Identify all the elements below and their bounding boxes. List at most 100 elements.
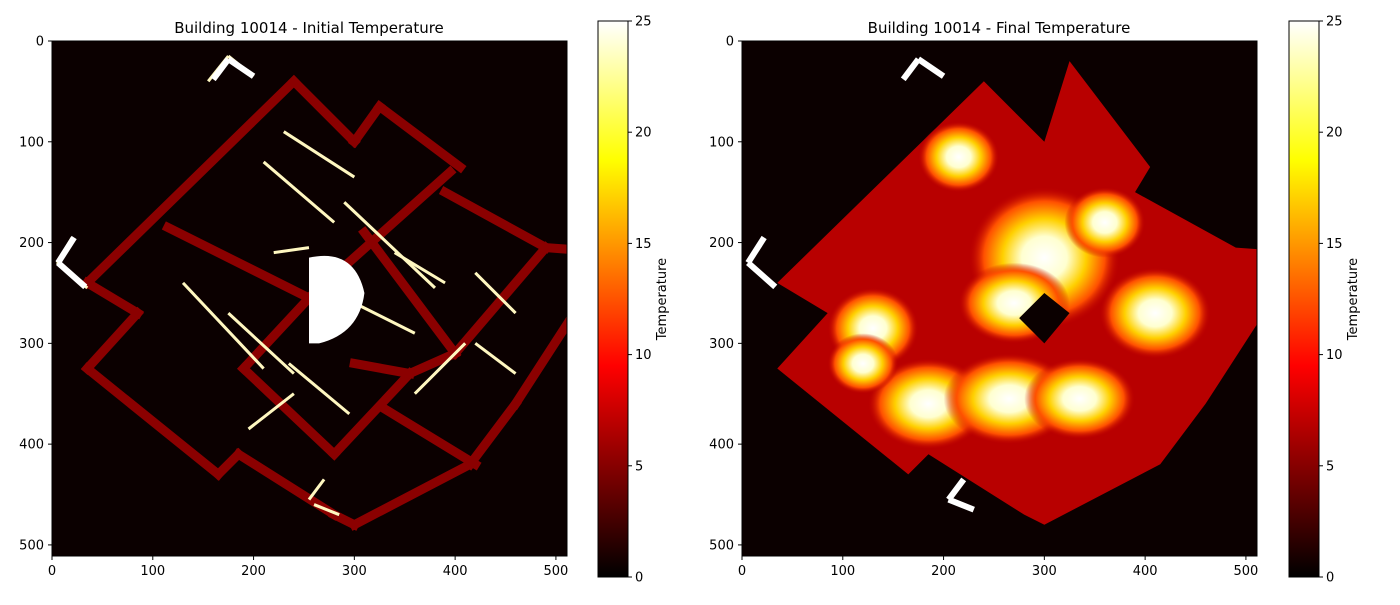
y-tick-label: 300 xyxy=(709,337,734,352)
final-temperature-panel: Building 10014 - Final Temperature 0 100 2… xyxy=(709,15,1361,586)
heat-source xyxy=(946,477,967,502)
heat-source xyxy=(474,271,517,315)
heat-source xyxy=(947,496,975,513)
wall xyxy=(540,242,567,254)
y-tick-label: 500 xyxy=(709,538,734,553)
colorbar-gradient xyxy=(1288,20,1320,578)
x-tick-label: 400 xyxy=(1133,564,1158,579)
colorbar: 0 5 10 15 20 25 Temperature xyxy=(1288,15,1361,586)
y-tick-label: 300 xyxy=(19,337,44,352)
heat-source xyxy=(745,235,767,265)
colorbar-tick-label: 5 xyxy=(635,459,643,474)
axes-frame xyxy=(51,40,568,557)
wall xyxy=(211,447,245,481)
x-tick-label: 500 xyxy=(1233,564,1258,579)
axes-ticks: 0 100 200 300 400 500 0 100 200 300 400 500 xyxy=(19,35,568,580)
heat-source xyxy=(353,301,416,335)
colorbar-tick-label: 20 xyxy=(1326,126,1343,141)
wall xyxy=(448,241,553,360)
heat-source xyxy=(474,342,517,375)
x-tick-label: 100 xyxy=(140,564,165,579)
heat-source xyxy=(273,246,310,255)
wall xyxy=(81,276,144,320)
wall xyxy=(509,315,567,411)
wall xyxy=(463,397,522,471)
building-temperature-field xyxy=(745,56,1257,525)
wall xyxy=(403,347,462,380)
wall xyxy=(80,306,145,375)
wall xyxy=(327,367,417,461)
x-tick-label: 300 xyxy=(1032,564,1057,579)
heat-zone xyxy=(1024,358,1136,440)
heat-source-region xyxy=(308,255,365,344)
colorbar-tick-label: 15 xyxy=(635,237,652,252)
x-tick-label: 200 xyxy=(241,564,266,579)
colorbar-tick-label: 5 xyxy=(1326,459,1334,474)
colorbar-tick-label: 10 xyxy=(1326,348,1343,363)
colorbar-tick-label: 20 xyxy=(635,126,652,141)
y-tick-label: 400 xyxy=(19,438,44,453)
heat-source xyxy=(181,281,265,370)
x-tick-label: 0 xyxy=(48,564,56,579)
heat-zone xyxy=(827,333,899,394)
building-floorplan xyxy=(55,54,567,531)
wall xyxy=(358,226,462,360)
colorbar-gradient xyxy=(597,20,629,578)
heat-source xyxy=(56,260,88,290)
y-tick-label: 0 xyxy=(36,35,44,50)
heat-source xyxy=(282,130,356,179)
heat-source xyxy=(287,362,351,416)
wall xyxy=(232,447,341,521)
colorbar-label: Temperature xyxy=(655,258,670,341)
x-tick-label: 400 xyxy=(443,564,468,579)
y-tick-label: 200 xyxy=(709,236,734,251)
x-tick-label: 300 xyxy=(342,564,367,579)
colorbar-label: Temperature xyxy=(1346,258,1361,341)
colorbar-tick-label: 0 xyxy=(635,571,643,586)
panel-title: Building 10014 - Initial Temperature xyxy=(174,19,444,37)
x-tick-label: 500 xyxy=(543,564,568,579)
y-tick-label: 400 xyxy=(709,438,734,453)
heat-source xyxy=(247,392,295,431)
heat-source xyxy=(393,251,446,285)
heat-source xyxy=(900,57,921,82)
heat-source xyxy=(210,57,231,82)
colorbar-tick-label: 10 xyxy=(635,348,652,363)
colorbar-ticks: 0 5 10 15 20 25 xyxy=(1319,15,1343,586)
initial-temperature-panel: Building 10014 - Initial Temperature 0 10… xyxy=(19,15,670,586)
heat-source xyxy=(262,160,336,224)
x-tick-label: 100 xyxy=(830,564,855,579)
y-tick-label: 200 xyxy=(19,236,44,251)
colorbar-tick-label: 25 xyxy=(1326,15,1343,30)
wall xyxy=(348,458,477,531)
axes-frame xyxy=(741,40,1258,557)
wall xyxy=(237,362,341,461)
heat-source xyxy=(307,478,326,501)
wall xyxy=(287,74,361,149)
wall xyxy=(373,100,467,174)
heat-source xyxy=(55,235,77,265)
colorbar-tick-label: 15 xyxy=(1326,237,1343,252)
wall xyxy=(80,362,225,481)
wall xyxy=(378,402,482,471)
colorbar: 0 5 10 15 20 25 Temperature xyxy=(597,15,670,586)
heat-source xyxy=(746,260,778,290)
heat-zone xyxy=(1099,267,1211,359)
heat-source xyxy=(343,201,437,290)
wall xyxy=(349,358,416,379)
heat-source xyxy=(413,342,467,395)
colorbar-tick-label: 25 xyxy=(635,15,652,30)
axes-ticks: 0 100 200 300 400 500 0 100 200 300 400 500 xyxy=(709,35,1258,580)
y-tick-label: 100 xyxy=(19,135,44,150)
heat-source xyxy=(226,56,256,79)
wall xyxy=(80,74,301,290)
panel-title: Building 10014 - Final Temperature xyxy=(868,19,1131,37)
heat-source xyxy=(313,503,340,517)
x-tick-label: 0 xyxy=(738,564,746,579)
colorbar-tick-label: 0 xyxy=(1326,571,1334,586)
y-tick-label: 100 xyxy=(709,135,734,150)
heat-source xyxy=(227,311,295,375)
x-tick-label: 200 xyxy=(931,564,956,579)
